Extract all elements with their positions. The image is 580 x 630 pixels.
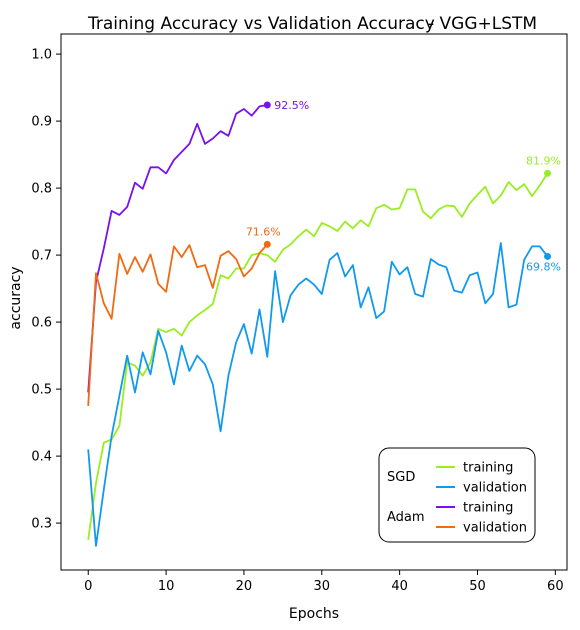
- end-label-adam-training: 92.5%: [274, 99, 309, 112]
- legend-entry-label: validation: [463, 481, 527, 496]
- series-line-sgd-validation: [87, 242, 549, 547]
- series-line-adam-training: [87, 104, 268, 393]
- x-tick-label: 30: [314, 579, 331, 594]
- series-end-point-sgd-training: [544, 169, 552, 177]
- x-tick-label: 60: [547, 579, 564, 594]
- x-tick-label: 50: [469, 579, 486, 594]
- series-end-point-sgd-validation: [544, 252, 552, 260]
- series-layer: [87, 101, 552, 547]
- series-line-adam-validation: [87, 243, 268, 406]
- end-label-sgd-training: 81.9%: [526, 154, 561, 167]
- chart-subtitle: - VGG+LSTM: [428, 14, 537, 34]
- x-tick-label: 0: [84, 579, 92, 594]
- chart-title: Training Accuracy vs Validation Accuracy: [87, 14, 435, 34]
- legend-entry-label: training: [463, 461, 513, 476]
- series-line-sgd-training: [87, 172, 549, 541]
- series-end-point-adam-validation: [263, 240, 271, 248]
- end-label-adam-validation: 71.6%: [246, 225, 281, 238]
- legend-box: [378, 447, 536, 543]
- y-tick-label: 0.6: [31, 316, 52, 331]
- end-labels-layer: 81.9% 69.8% 92.5% 71.6%: [246, 99, 561, 273]
- legend-entry-label: validation: [463, 521, 527, 536]
- y-tick-label: 0.7: [31, 249, 52, 264]
- x-tick-label: 20: [236, 579, 253, 594]
- legend: SGD training validation Adam training validat…: [378, 447, 536, 543]
- x-tick-label: 40: [391, 579, 408, 594]
- y-tick-label: 0.8: [31, 182, 52, 197]
- series-end-point-adam-training: [263, 101, 271, 109]
- y-tick-label: 0.5: [31, 383, 52, 398]
- y-tick-label: 0.4: [31, 450, 52, 465]
- end-label-sgd-validation: 69.8%: [526, 260, 561, 273]
- legend-group-sgd: SGD: [387, 470, 415, 485]
- legend-entry-label: training: [463, 501, 513, 516]
- ticks-layer: 0 10 20 30 40 50 60 0.3 0.4 0.5 0.6 0.7 0.8 0.9 1.0: [31, 48, 563, 594]
- x-axis-label: Epochs: [289, 606, 339, 622]
- y-tick-label: 0.9: [31, 115, 52, 130]
- legend-group-adam: Adam: [387, 510, 425, 525]
- plot-frame: [60, 33, 568, 571]
- y-axis-label: accuracy: [8, 266, 24, 329]
- y-tick-label: 1.0: [31, 48, 52, 63]
- y-tick-label: 0.3: [31, 517, 52, 532]
- x-tick-label: 10: [158, 579, 175, 594]
